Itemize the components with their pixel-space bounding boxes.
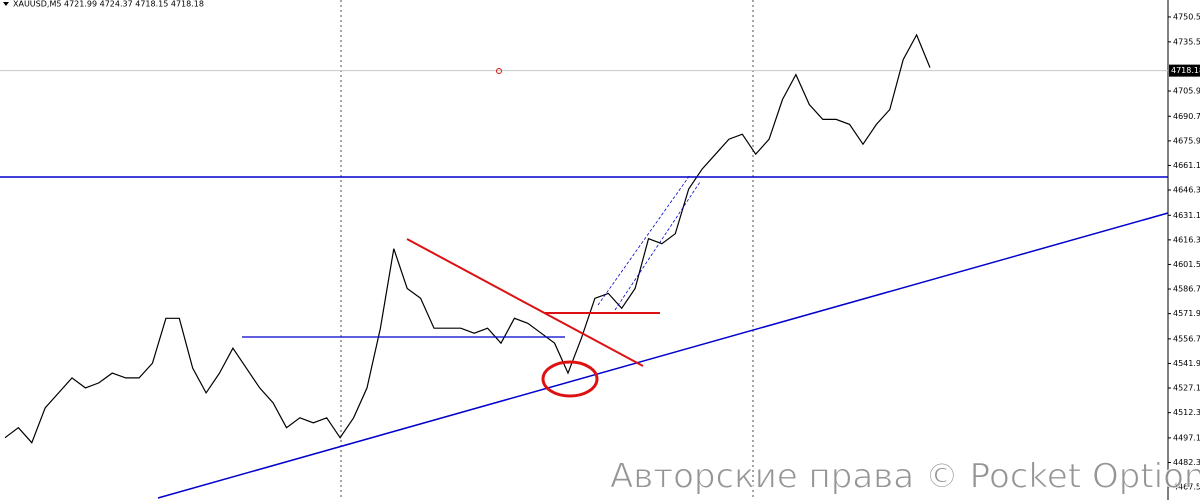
channel-line xyxy=(614,181,701,311)
symbol: XAUUSD,M5 xyxy=(13,0,61,9)
y-tick-label: 4541.90 xyxy=(1173,359,1200,368)
y-tick-label: 4482.30 xyxy=(1173,458,1200,467)
y-tick-label: 4616.30 xyxy=(1173,235,1200,244)
watermark: Авторские права © Pocket Option xyxy=(610,457,1200,497)
highlight-circle xyxy=(541,360,599,398)
y-tick-label: 4690.70 xyxy=(1173,112,1200,121)
y-tick-label: 4527.10 xyxy=(1173,384,1200,393)
marker xyxy=(496,68,502,74)
y-tick-label: 4586.70 xyxy=(1173,285,1200,294)
menu-arrow[interactable] xyxy=(3,2,9,6)
y-tick-label: 4675.90 xyxy=(1173,136,1200,145)
plot xyxy=(0,33,1168,444)
y-tick-label: 4512.30 xyxy=(1173,408,1200,417)
y-tick-label: 4705.90 xyxy=(1173,87,1200,96)
price-axis: 4750.50 4735.50 4705.90 4690.70 4675.90 4661.… xyxy=(1168,12,1200,492)
trend-line xyxy=(406,238,644,367)
y-tick-label: 4750.50 xyxy=(1173,12,1200,21)
y-tick-label: 4556.70 xyxy=(1173,334,1200,343)
channel-line xyxy=(597,174,691,306)
y-tick-label: 4735.50 xyxy=(1173,37,1200,46)
y-tick-label: 4497.10 xyxy=(1173,433,1200,442)
y-tick-label: 4646.30 xyxy=(1173,186,1200,195)
y-tick-label: 4601.50 xyxy=(1173,260,1200,269)
y-tick-label: 4571.90 xyxy=(1173,309,1200,318)
y-tick-label: 4631.10 xyxy=(1173,211,1200,220)
trend-line xyxy=(157,212,1169,499)
current-price-box xyxy=(1169,64,1200,77)
current-price-label: 4718.18 xyxy=(1171,66,1200,75)
y-tick-label: 4661.10 xyxy=(1173,161,1200,170)
ohlc: 4721.99 4724.37 4718.15 4718.18 xyxy=(64,0,204,9)
price-line xyxy=(4,33,931,444)
y-tick-label: 4467.50 xyxy=(1173,483,1200,492)
